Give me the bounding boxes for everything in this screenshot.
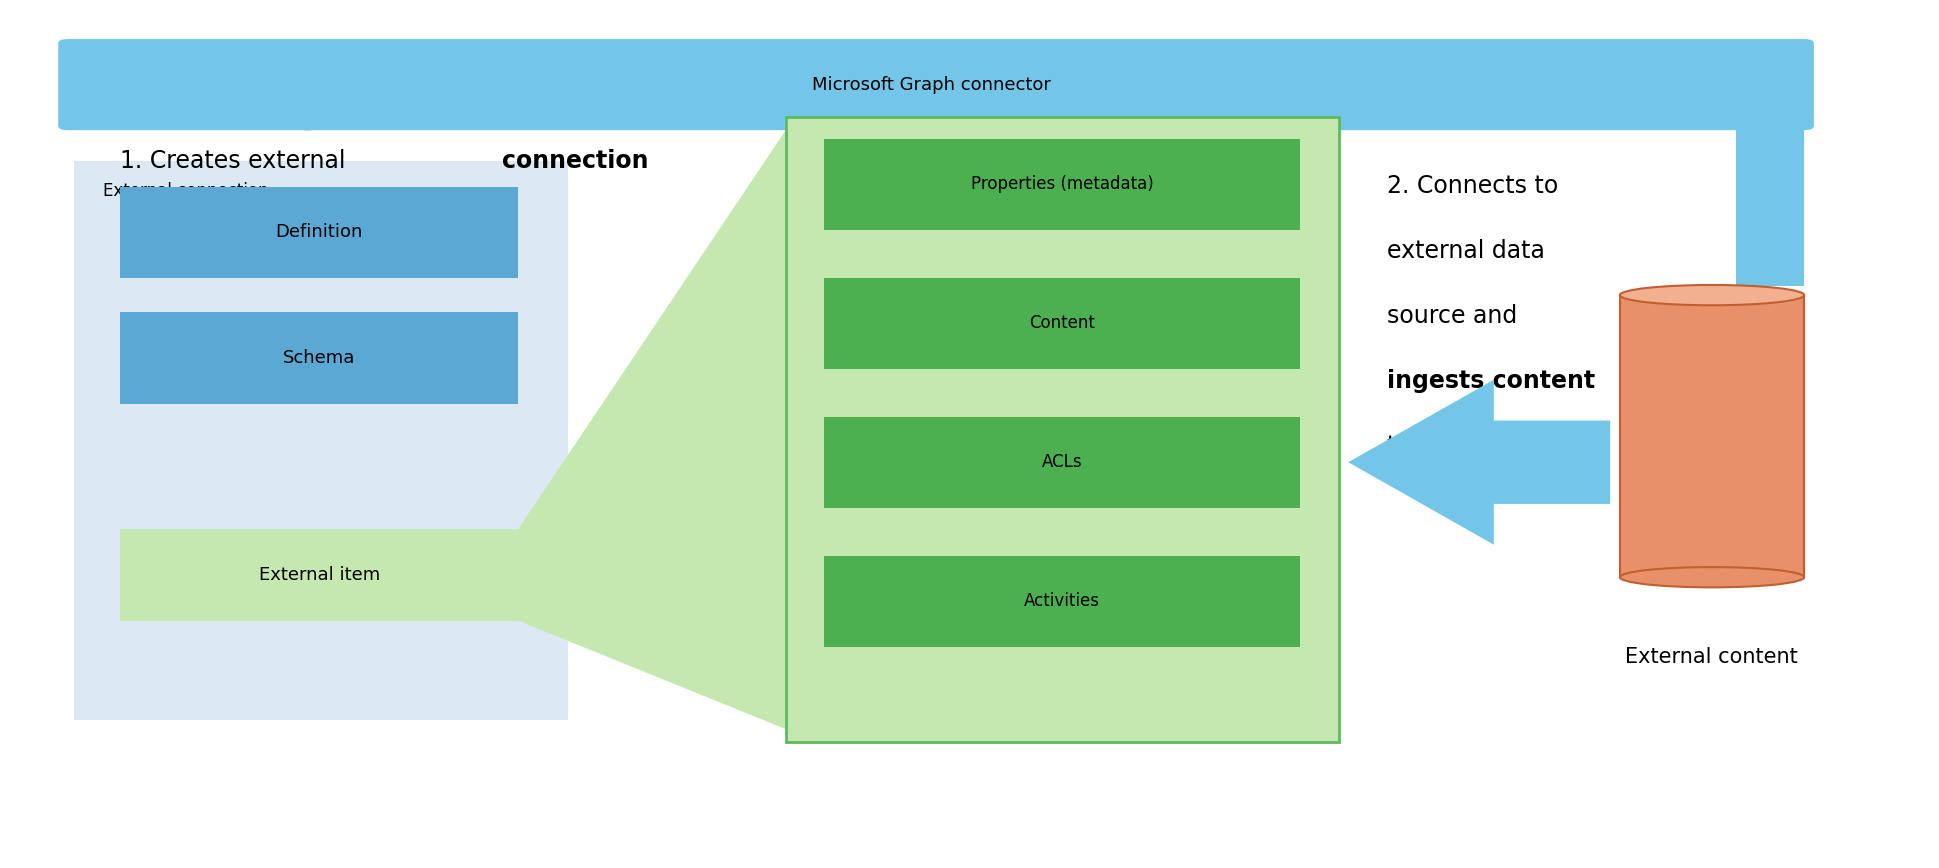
FancyBboxPatch shape: [1619, 295, 1803, 577]
FancyBboxPatch shape: [120, 312, 518, 404]
FancyBboxPatch shape: [824, 278, 1299, 369]
Text: connection: connection: [502, 148, 650, 173]
Text: 1. Creates external: 1. Creates external: [120, 148, 353, 173]
FancyBboxPatch shape: [1735, 43, 1803, 286]
FancyBboxPatch shape: [120, 187, 518, 278]
Text: External item: External item: [258, 566, 380, 584]
Text: External content: External content: [1623, 647, 1797, 667]
Text: source and: source and: [1386, 304, 1516, 328]
FancyBboxPatch shape: [785, 117, 1338, 742]
FancyBboxPatch shape: [824, 139, 1299, 230]
Text: Definition: Definition: [275, 223, 363, 241]
FancyBboxPatch shape: [58, 39, 1813, 130]
Text: Schema: Schema: [283, 349, 355, 367]
Text: External connection: External connection: [103, 182, 268, 201]
FancyBboxPatch shape: [74, 161, 568, 720]
Text: ACLs: ACLs: [1041, 453, 1082, 471]
Polygon shape: [518, 130, 785, 729]
Polygon shape: [1348, 380, 1609, 545]
Text: external data: external data: [1386, 239, 1543, 263]
Text: ingests content: ingests content: [1386, 369, 1594, 393]
Text: Properties (metadata): Properties (metadata): [970, 175, 1154, 194]
Text: Microsoft Graph connector: Microsoft Graph connector: [811, 76, 1051, 94]
Text: Activities: Activities: [1024, 592, 1099, 610]
FancyBboxPatch shape: [824, 417, 1299, 508]
Text: 2. Connects to: 2. Connects to: [1386, 174, 1557, 198]
Ellipse shape: [1619, 567, 1803, 588]
Text: Content: Content: [1030, 314, 1094, 332]
FancyBboxPatch shape: [824, 556, 1299, 647]
Text: to Microsoft 365: to Microsoft 365: [1386, 434, 1578, 458]
FancyBboxPatch shape: [120, 529, 518, 621]
Ellipse shape: [1619, 285, 1803, 306]
